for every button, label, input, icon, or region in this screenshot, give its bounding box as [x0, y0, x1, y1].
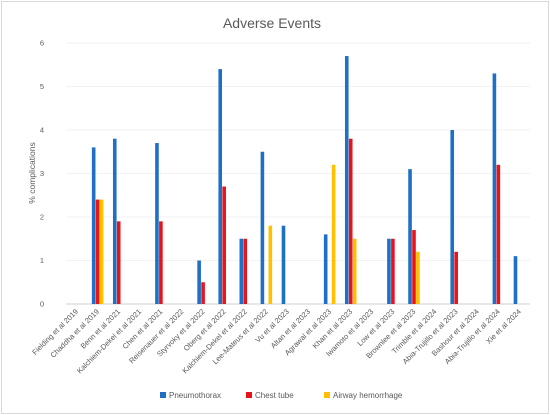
bar-pneumothorax	[91, 147, 96, 304]
y-tick-label: 1	[40, 256, 44, 265]
bar-pneumothorax	[155, 143, 159, 304]
bar-pneumothorax	[492, 73, 497, 304]
legend-entry: Chest tube	[255, 391, 294, 400]
bar-chest-tube	[95, 199, 100, 304]
bar-chest-tube	[222, 186, 226, 304]
y-tick-label: 6	[40, 39, 44, 48]
bar-airway-hemorrhage	[99, 199, 104, 304]
bar-pneumothorax	[197, 260, 201, 304]
y-tick-label: 0	[40, 300, 44, 309]
bar-pneumothorax	[218, 69, 223, 304]
bar-airway-hemorrhage	[352, 238, 357, 304]
bar-airway-hemorrhage	[416, 251, 420, 304]
y-tick-label: 4	[40, 126, 44, 135]
bar-chest-tube	[116, 221, 121, 304]
bar-pneumothorax	[323, 234, 328, 304]
bar-pneumothorax	[112, 138, 117, 304]
bar-pneumothorax	[239, 238, 244, 304]
bar-chest-tube	[391, 238, 395, 304]
chart-title: Adverse Events	[223, 15, 321, 31]
bar-pneumothorax	[260, 151, 265, 304]
legend-swatch	[246, 392, 252, 398]
bar-pneumothorax	[408, 169, 412, 304]
legend-swatch	[324, 392, 330, 398]
bar-chest-tube	[243, 238, 248, 304]
bar-airway-hemorrhage	[331, 164, 336, 304]
y-tick-label: 2	[40, 213, 44, 222]
bar-chest-tube	[201, 282, 205, 304]
bar-chest-tube	[454, 251, 458, 304]
y-tick-label: 3	[40, 169, 44, 178]
bar-airway-hemorrhage	[268, 225, 273, 304]
y-tick-label: 5	[40, 82, 44, 91]
bar-chest-tube	[496, 164, 501, 304]
bar-pneumothorax	[513, 256, 518, 304]
legend-entry: Airway hemorrhage	[333, 391, 403, 400]
bar-pneumothorax	[281, 225, 286, 304]
bar-chest-tube	[159, 221, 163, 304]
bar-pneumothorax	[344, 56, 349, 304]
bar-chest-tube	[348, 138, 353, 304]
legend-swatch	[160, 392, 166, 398]
legend-entry: Pneumothorax	[169, 391, 221, 400]
y-axis-label: % complications	[27, 142, 37, 203]
bar-chest-tube	[412, 230, 416, 304]
bar-pneumothorax	[387, 238, 391, 304]
bar-pneumothorax	[450, 130, 455, 304]
